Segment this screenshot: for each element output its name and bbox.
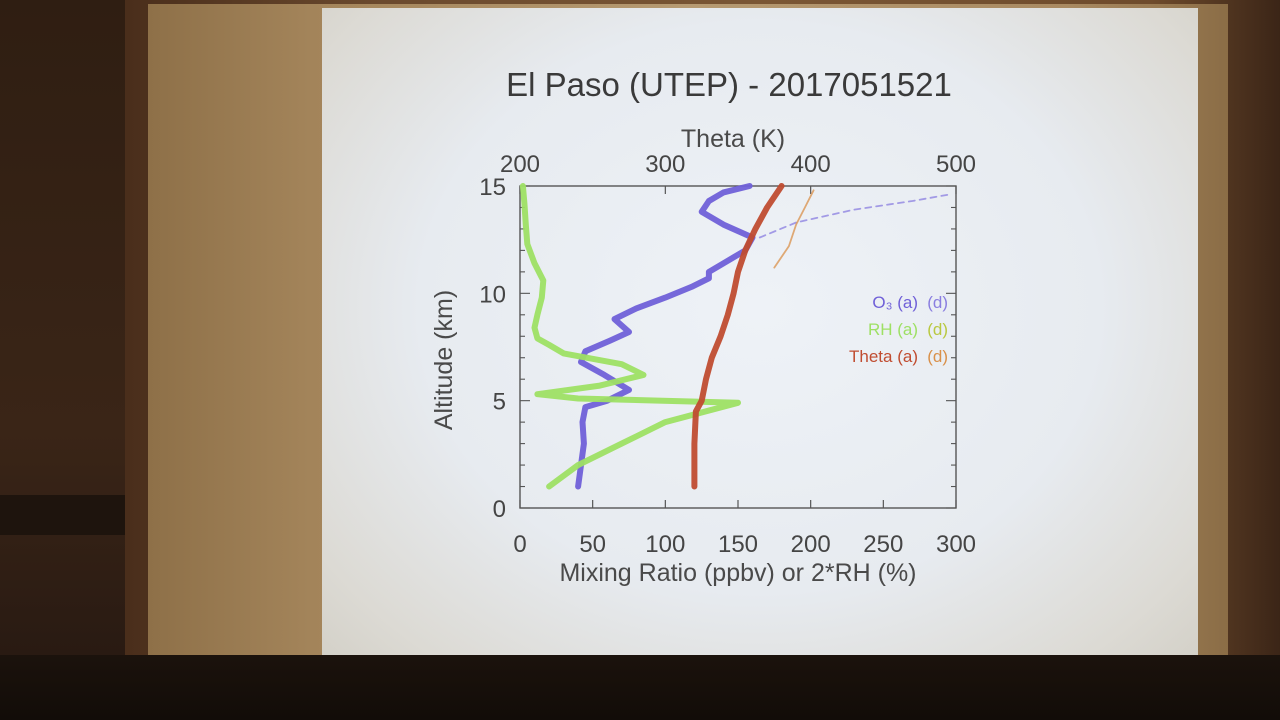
y-axis-title: Altitude (km): [430, 290, 458, 430]
legend-label: O₃ (a): [872, 293, 918, 312]
series-line-2: [691, 183, 785, 490]
legend-label: Theta (a): [849, 347, 918, 366]
x-tick-label: 50: [579, 531, 606, 558]
x-tick-label: 300: [936, 531, 976, 558]
room-trim: [0, 495, 125, 535]
y-tick-label: 15: [479, 174, 506, 201]
series-line-4: [773, 189, 815, 269]
top-axis-title: Theta (K): [681, 125, 785, 153]
room-left-wall: [0, 0, 125, 720]
x-tick-label: 100: [645, 531, 685, 558]
x2-tick-label: 500: [936, 151, 976, 178]
x-tick-label: 200: [791, 531, 831, 558]
x2-tick-label: 200: [500, 151, 540, 178]
y-tick-label: 0: [493, 496, 506, 523]
legend-label-d: (d): [927, 347, 948, 366]
legend-label-d: (d): [927, 320, 948, 339]
bottom-axis-title: Mixing Ratio (ppbv) or 2*RH (%): [559, 559, 916, 587]
x2-tick-label: 300: [645, 151, 685, 178]
x-tick-label: 150: [718, 531, 758, 558]
x-tick-label: 250: [863, 531, 903, 558]
series-line-1: [519, 183, 741, 490]
x-tick-label: 0: [513, 531, 526, 558]
legend-label-d: (d): [927, 293, 948, 312]
legend: O₃ (a) (d) RH (a) (d) Theta (a) (d): [849, 293, 948, 366]
x2-tick-label: 400: [791, 151, 831, 178]
chart-title: El Paso (UTEP) - 2017051521: [506, 66, 952, 103]
room-floor-shadow: [0, 655, 1280, 720]
plot-area: 0 50 100 150 200 250 300 200 300 400 500 0 5 10 15 O₃ (…: [479, 151, 976, 558]
series-line-0: [575, 183, 756, 490]
series-line-3: [758, 193, 950, 239]
y-tick-label: 5: [493, 389, 506, 416]
slide: El Paso (UTEP) - 2017051521 Theta (K) Mi…: [322, 8, 1198, 674]
y-tick-label: 10: [479, 281, 506, 308]
legend-label: RH (a): [868, 320, 918, 339]
chart: El Paso (UTEP) - 2017051521 Theta (K) Mi…: [430, 66, 976, 587]
